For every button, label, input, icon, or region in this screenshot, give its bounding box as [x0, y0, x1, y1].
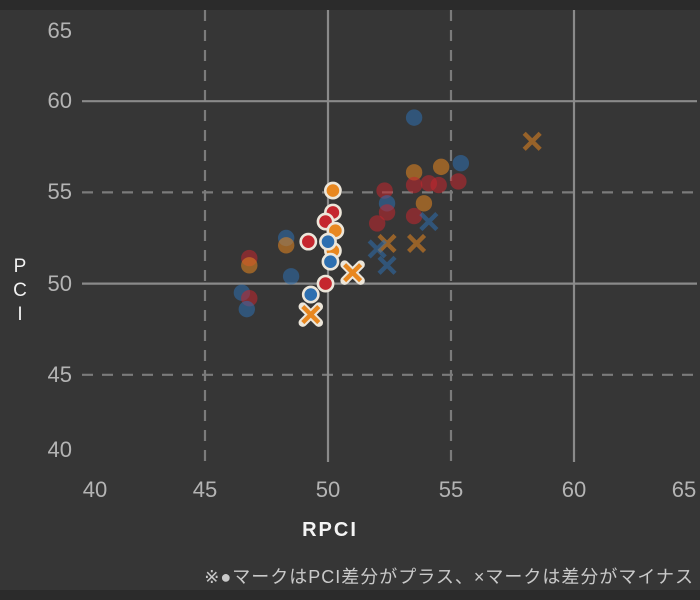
chart-note: ※●マークはPCI差分がプラス、×マークは差分がマイナス	[204, 567, 694, 587]
plot-canvas	[82, 10, 697, 462]
x-tick-label-65: 65	[671, 477, 697, 502]
data-point-x	[377, 255, 397, 275]
y-axis-title: P C I	[13, 256, 27, 325]
data-point-x	[419, 212, 439, 232]
y-tick-label-40: 40	[47, 437, 72, 462]
data-point-circle	[405, 207, 423, 225]
x-tick-label-45: 45	[192, 477, 218, 502]
y-tick-label-60: 60	[47, 88, 72, 114]
data-point-x	[301, 305, 321, 325]
data-point-x	[377, 233, 397, 254]
data-point-x	[367, 239, 387, 259]
plot-area	[82, 10, 697, 466]
x-axis-title: RPCI	[302, 519, 358, 541]
data-point-circle	[241, 257, 258, 274]
data-point-circle	[450, 173, 467, 190]
y-tick-label-50: 50	[47, 270, 72, 296]
data-point-circle	[405, 109, 423, 126]
data-point-circle	[301, 285, 320, 304]
x-tick-label-40: 40	[82, 477, 108, 502]
data-point-circle	[299, 232, 318, 251]
scatter-chart: 65 60 55 50 45 40 40 45 50 55 60 65 P C I RPCI ※●マ…	[0, 10, 700, 590]
data-point-circle	[415, 195, 433, 212]
data-point-circle	[369, 215, 386, 232]
x-tick-label-55: 55	[438, 477, 464, 502]
y-tick-label-65: 65	[47, 18, 72, 43]
data-point-circle	[376, 182, 393, 199]
data-point-circle	[378, 204, 396, 221]
data-point-circle	[432, 158, 450, 176]
data-point-circle	[405, 176, 423, 194]
data-point-circle	[405, 164, 423, 181]
data-point-circle	[282, 268, 300, 285]
data-point-circle	[319, 232, 337, 251]
data-point-x	[522, 131, 542, 151]
data-point-circle	[430, 176, 447, 194]
data-point-circle	[324, 181, 342, 200]
y-tick-label-45: 45	[47, 361, 72, 387]
data-point-circle	[277, 237, 295, 254]
data-point-circle	[316, 274, 335, 293]
data-point-x	[407, 233, 427, 254]
data-point-circle	[238, 300, 256, 318]
x-tick-label-50: 50	[315, 477, 341, 502]
data-point-x	[343, 263, 363, 283]
data-point-circle	[321, 252, 340, 271]
data-point-circle	[452, 155, 470, 172]
x-tick-label-60: 60	[561, 477, 587, 502]
y-tick-label-55: 55	[47, 179, 72, 205]
